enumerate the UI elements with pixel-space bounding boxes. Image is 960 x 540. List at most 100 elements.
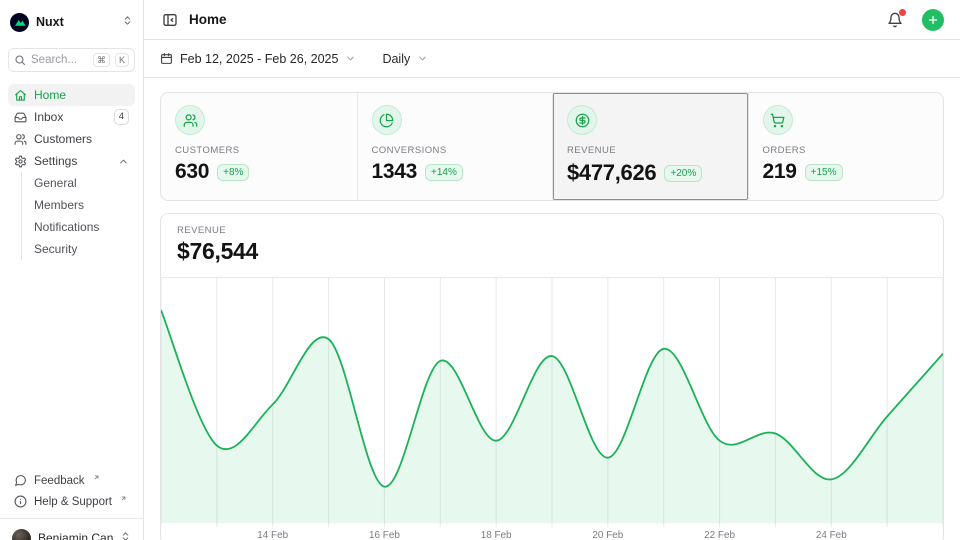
chart-header: REVENUE $76,544 (161, 214, 943, 278)
sidebar-item-home[interactable]: Home (8, 84, 135, 106)
chevron-up-icon (120, 159, 127, 163)
stats-row: CUSTOMERS 630 +8% CONVERSIONS 1343 +14% (160, 92, 944, 201)
house-icon (15, 89, 26, 101)
sidebar-item-feedback[interactable]: Feedback (8, 470, 135, 491)
stat-label: REVENUE (567, 145, 617, 156)
user-menu[interactable]: Benjamin Canac (8, 525, 135, 540)
workspace-switcher[interactable]: Nuxt (10, 10, 133, 34)
sidebar-item-security[interactable]: Security (28, 238, 135, 260)
filter-toolbar: Feb 12, 2025 - Feb 26, 2025 Daily (144, 40, 960, 78)
notification-dot (899, 8, 906, 16)
sidebar-item-label: Help & Support (34, 495, 112, 508)
chevrons-up-down-icon (120, 529, 131, 540)
sidebar-item-label: Security (34, 242, 78, 256)
kbd-k: K (114, 52, 129, 68)
stat-label: ORDERS (762, 145, 806, 156)
date-range-label: Feb 12, 2025 - Feb 26, 2025 (180, 51, 339, 66)
users-icon (14, 133, 27, 145)
main-area: Home Feb 12, 2025 - Feb 26, 2025 Daily (144, 0, 960, 540)
sidebar: Nuxt ⌘ K Home Inbox 4 Customers (0, 0, 144, 540)
x-tick-label: 14 Feb (257, 530, 288, 540)
chevrons-up-down-icon (122, 13, 133, 31)
inbox-count-badge: 4 (113, 109, 129, 125)
date-range-picker[interactable]: Feb 12, 2025 - Feb 26, 2025 (160, 52, 356, 66)
stat-value: 219 (762, 160, 797, 183)
content: CUSTOMERS 630 +8% CONVERSIONS 1343 +14% (144, 78, 960, 540)
header: Home (144, 0, 960, 40)
sidebar-item-general[interactable]: General (28, 172, 135, 194)
external-link-icon (121, 496, 126, 501)
page-title: Home (189, 12, 227, 27)
cart-icon (770, 113, 785, 127)
search-field[interactable] (31, 54, 88, 66)
stat-label: CUSTOMERS (175, 145, 240, 156)
stat-card-revenue[interactable]: REVENUE $477,626 +20% (552, 93, 748, 200)
nuxt-logo-icon (10, 12, 29, 32)
user-name: Benjamin Canac (38, 531, 113, 540)
sidebar-item-label: Members (34, 198, 85, 212)
line-series (161, 309, 943, 488)
stat-label: CONVERSIONS (371, 145, 447, 156)
stat-delta-badge: +20% (664, 164, 703, 182)
x-tick-label: 16 Feb (369, 530, 400, 540)
collapse-sidebar-button[interactable] (160, 10, 180, 30)
search-input[interactable]: ⌘ K (8, 48, 135, 72)
period-select[interactable]: Daily (382, 52, 428, 66)
chart-metric-label: REVENUE (177, 225, 227, 236)
sidebar-item-label: General (34, 176, 77, 190)
x-tick-label: 18 Feb (481, 530, 512, 540)
plus-icon (928, 15, 938, 24)
stat-delta-badge: +8% (217, 163, 250, 181)
circle-dollar-icon (575, 113, 589, 127)
chevron-down-icon (347, 56, 355, 61)
area-fill (161, 310, 943, 523)
sidebar-item-inbox[interactable]: Inbox 4 (8, 106, 135, 128)
search-icon (15, 55, 26, 66)
sidebar-item-label: Inbox (34, 110, 64, 124)
notifications-button[interactable] (885, 10, 905, 30)
chart-pie-icon (379, 113, 394, 127)
sidebar-item-label: Settings (34, 154, 78, 168)
stat-card-conversions[interactable]: CONVERSIONS 1343 +14% (356, 93, 553, 200)
bell-icon (888, 12, 902, 27)
sidebar-item-customers[interactable]: Customers (8, 128, 135, 150)
external-link-icon (94, 475, 98, 480)
settings-children: General Members Notifications Security (21, 172, 135, 260)
add-button[interactable] (922, 8, 944, 31)
sidebar-item-label: Feedback (34, 474, 85, 487)
sidebar-item-settings[interactable]: Settings (8, 150, 135, 172)
workspace-name: Nuxt (36, 15, 64, 29)
sidebar-item-members[interactable]: Members (28, 194, 135, 216)
sidebar-item-label: Home (34, 88, 67, 102)
stat-card-orders[interactable]: ORDERS 219 +15% (747, 93, 944, 200)
revenue-area-chart[interactable]: 14 Feb 16 Feb 18 Feb 20 Feb 22 Feb 24 Feb (161, 278, 943, 540)
stat-card-customers[interactable]: CUSTOMERS 630 +8% (161, 93, 357, 200)
stat-value: 1343 (371, 160, 418, 183)
period-label: Daily (382, 51, 411, 66)
revenue-chart-card: REVENUE $76,544 14 Feb 16 Feb 18 Feb 20 Feb… (160, 213, 944, 540)
sidebar-divider (0, 518, 143, 519)
users-icon (183, 113, 197, 127)
x-tick-label: 22 Feb (704, 530, 735, 540)
panel-left-icon (163, 13, 177, 26)
gear-icon (15, 155, 26, 167)
info-icon (14, 495, 27, 508)
stat-delta-badge: +14% (425, 163, 463, 181)
kbd-cmd: ⌘ (92, 52, 110, 68)
stat-value: $477,626 (567, 160, 657, 185)
x-tick-label: 20 Feb (592, 530, 623, 540)
sidebar-item-label: Customers (34, 132, 93, 146)
stat-delta-badge: +15% (804, 163, 843, 181)
x-tick-label: 24 Feb (816, 530, 847, 540)
stat-value: 630 (175, 160, 210, 183)
chevron-down-icon (419, 56, 427, 61)
inbox-icon (14, 112, 27, 122)
avatar (12, 528, 31, 540)
sidebar-item-help-support[interactable]: Help & Support (8, 491, 135, 512)
message-circle-icon (15, 475, 26, 486)
chart-metric-value: $76,544 (177, 238, 259, 264)
sidebar-item-notifications[interactable]: Notifications (28, 216, 135, 238)
calendar-icon (161, 53, 172, 64)
sidebar-item-label: Notifications (34, 220, 100, 234)
